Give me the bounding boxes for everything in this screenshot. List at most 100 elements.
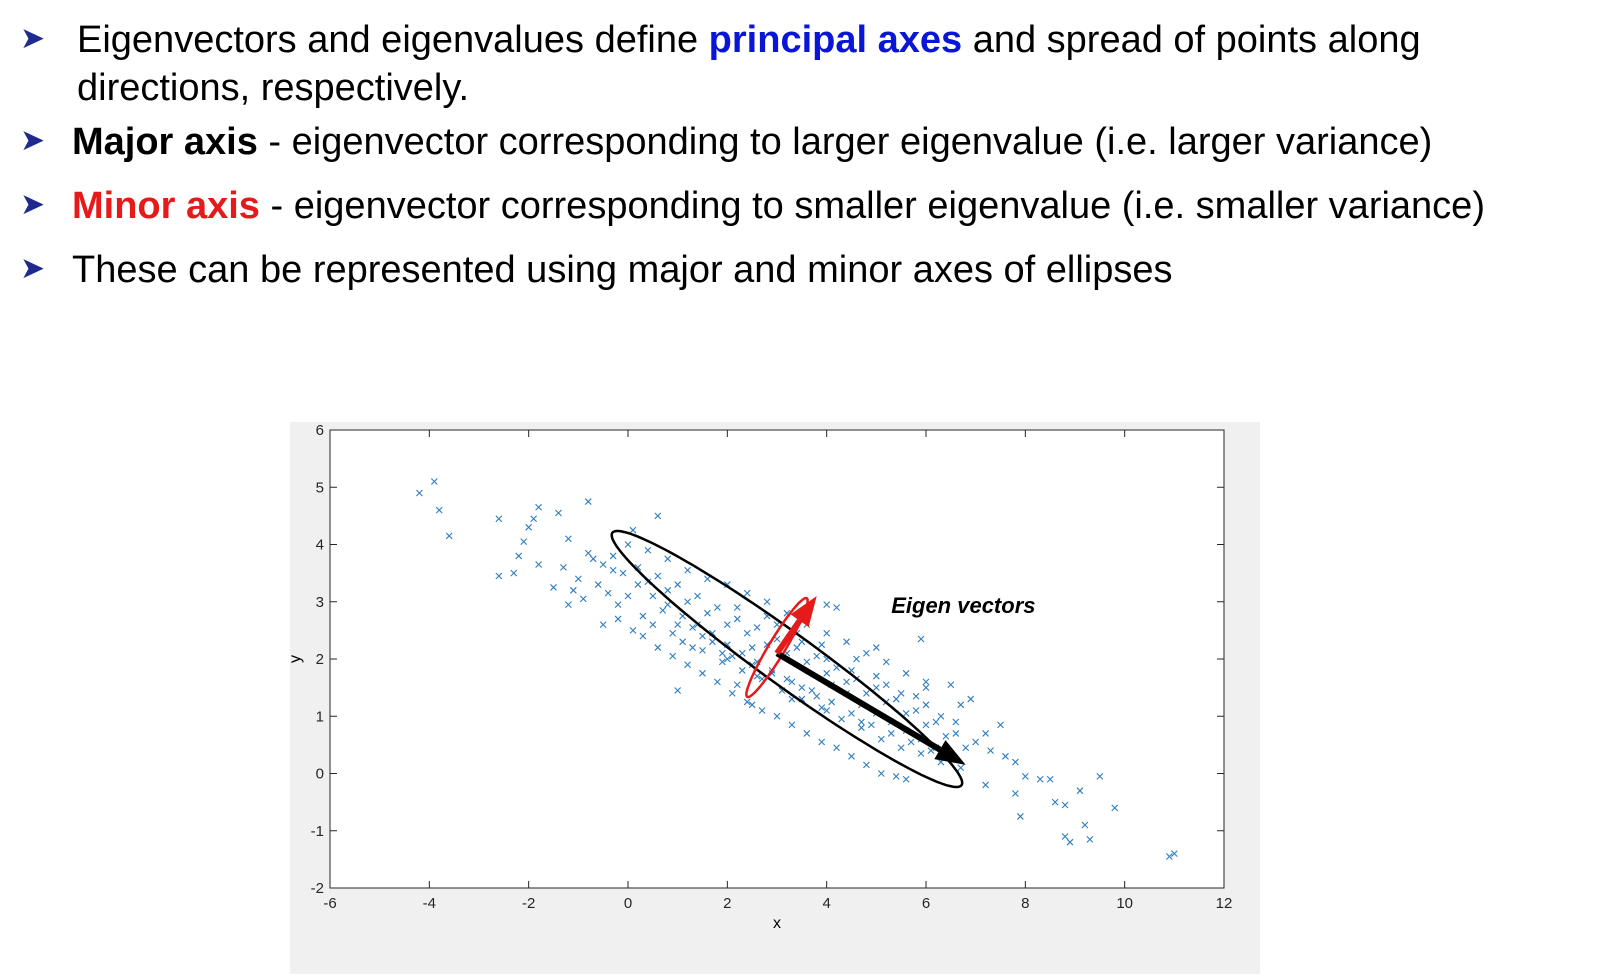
data-point xyxy=(639,612,647,620)
data-point xyxy=(714,604,721,611)
data-point xyxy=(877,770,885,777)
data-point xyxy=(659,606,667,614)
data-point xyxy=(699,669,706,677)
y-tick-label: 1 xyxy=(316,708,324,725)
data-point xyxy=(684,661,691,669)
data-point xyxy=(808,687,816,694)
data-point xyxy=(689,624,696,631)
data-point xyxy=(872,684,880,692)
data-point xyxy=(952,730,960,737)
data-point xyxy=(664,601,672,609)
data-point xyxy=(694,592,701,600)
data-point xyxy=(1012,758,1019,766)
major-ellipse xyxy=(610,529,964,789)
data-point xyxy=(684,598,691,606)
data-point xyxy=(664,555,672,563)
data-point xyxy=(848,709,855,717)
y-tick-label: 3 xyxy=(316,594,324,611)
data-point xyxy=(649,621,657,629)
data-point xyxy=(589,555,597,563)
data-point xyxy=(644,546,652,554)
y-tick-label: 6 xyxy=(316,422,324,439)
data-point xyxy=(654,572,662,580)
x-tick-label: 12 xyxy=(1216,895,1233,912)
data-point xyxy=(758,707,766,714)
y-tick-label: 5 xyxy=(316,479,324,496)
data-point xyxy=(937,712,945,720)
data-point xyxy=(753,624,761,631)
data-point xyxy=(743,698,751,706)
data-point xyxy=(1111,804,1119,812)
data-point xyxy=(525,523,533,531)
data-point xyxy=(609,566,617,574)
data-point xyxy=(733,681,741,689)
bullet-line: Minor axis - eigenvector corresponding t… xyxy=(72,180,1485,232)
y-tick-label: 4 xyxy=(316,537,324,554)
major-eigenvector-head xyxy=(934,740,966,765)
data-point xyxy=(763,598,771,606)
data-point xyxy=(1061,801,1069,809)
data-point xyxy=(1016,813,1024,820)
data-point xyxy=(902,709,910,717)
data-point xyxy=(614,615,622,623)
data-point xyxy=(1046,775,1054,783)
data-point xyxy=(972,738,980,746)
data-point xyxy=(1096,772,1104,780)
minor-eigenvector-shaft xyxy=(774,618,803,655)
data-point xyxy=(718,649,726,657)
data-point xyxy=(709,638,716,646)
data-point xyxy=(877,735,885,743)
data-point xyxy=(982,730,989,737)
y-tick-label: 2 xyxy=(316,651,324,668)
data-point xyxy=(624,541,632,548)
data-point xyxy=(649,592,657,600)
data-point xyxy=(882,658,890,666)
data-point xyxy=(922,721,930,729)
data-point xyxy=(997,721,1004,729)
data-point xyxy=(555,509,562,517)
data-point xyxy=(867,721,875,729)
data-point xyxy=(823,601,831,609)
bullet-line: Major axis - eigenvector corresponding t… xyxy=(72,116,1432,168)
data-point xyxy=(1021,772,1029,780)
data-point xyxy=(699,647,706,654)
data-point xyxy=(619,569,627,577)
data-point xyxy=(823,669,831,677)
data-point xyxy=(818,738,826,746)
data-point xyxy=(743,589,751,597)
x-tick-label: -6 xyxy=(323,895,336,912)
data-point xyxy=(912,692,920,700)
data-point xyxy=(872,672,880,680)
data-point xyxy=(917,635,925,643)
data-point xyxy=(609,552,617,560)
data-point xyxy=(828,698,836,706)
data-point xyxy=(773,712,781,720)
data-point xyxy=(887,730,895,737)
data-point xyxy=(858,718,865,726)
data-point xyxy=(947,681,955,689)
data-point xyxy=(897,689,905,697)
data-point xyxy=(723,655,731,663)
data-point xyxy=(530,515,538,523)
data-point xyxy=(664,586,672,594)
eigenvectors xyxy=(774,596,966,765)
data-point xyxy=(510,569,518,577)
data-point xyxy=(669,652,677,660)
x-tick-label: 6 xyxy=(922,895,930,912)
principal-axes-term: principal axes xyxy=(708,19,963,61)
data-point xyxy=(813,652,821,660)
data-point xyxy=(952,718,960,726)
data-point xyxy=(848,752,855,760)
data-point xyxy=(788,678,796,686)
data-point xyxy=(733,604,741,611)
data-point xyxy=(1051,798,1059,806)
arrowhead-bullet-icon: ➤ xyxy=(20,251,46,286)
data-point xyxy=(823,629,831,637)
data-point xyxy=(728,689,736,697)
bullet-text: These can be represented using major and… xyxy=(72,249,1173,291)
bullet-text: - eigenvector corresponding to smaller e… xyxy=(259,185,1485,227)
major-axis-term: Major axis xyxy=(72,121,258,163)
data-point xyxy=(1061,833,1069,840)
data-point xyxy=(584,549,592,557)
